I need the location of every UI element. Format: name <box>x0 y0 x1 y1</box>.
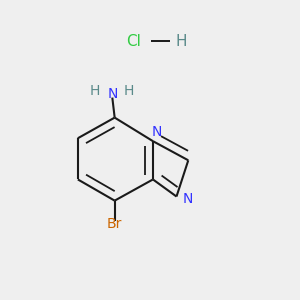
Text: H: H <box>124 83 134 98</box>
Text: N: N <box>108 87 118 101</box>
Text: N: N <box>152 125 162 139</box>
Text: N: N <box>183 192 194 206</box>
Text: H: H <box>175 34 187 49</box>
Text: H: H <box>89 83 100 98</box>
Text: Cl: Cl <box>126 34 141 49</box>
Text: Br: Br <box>107 217 122 231</box>
